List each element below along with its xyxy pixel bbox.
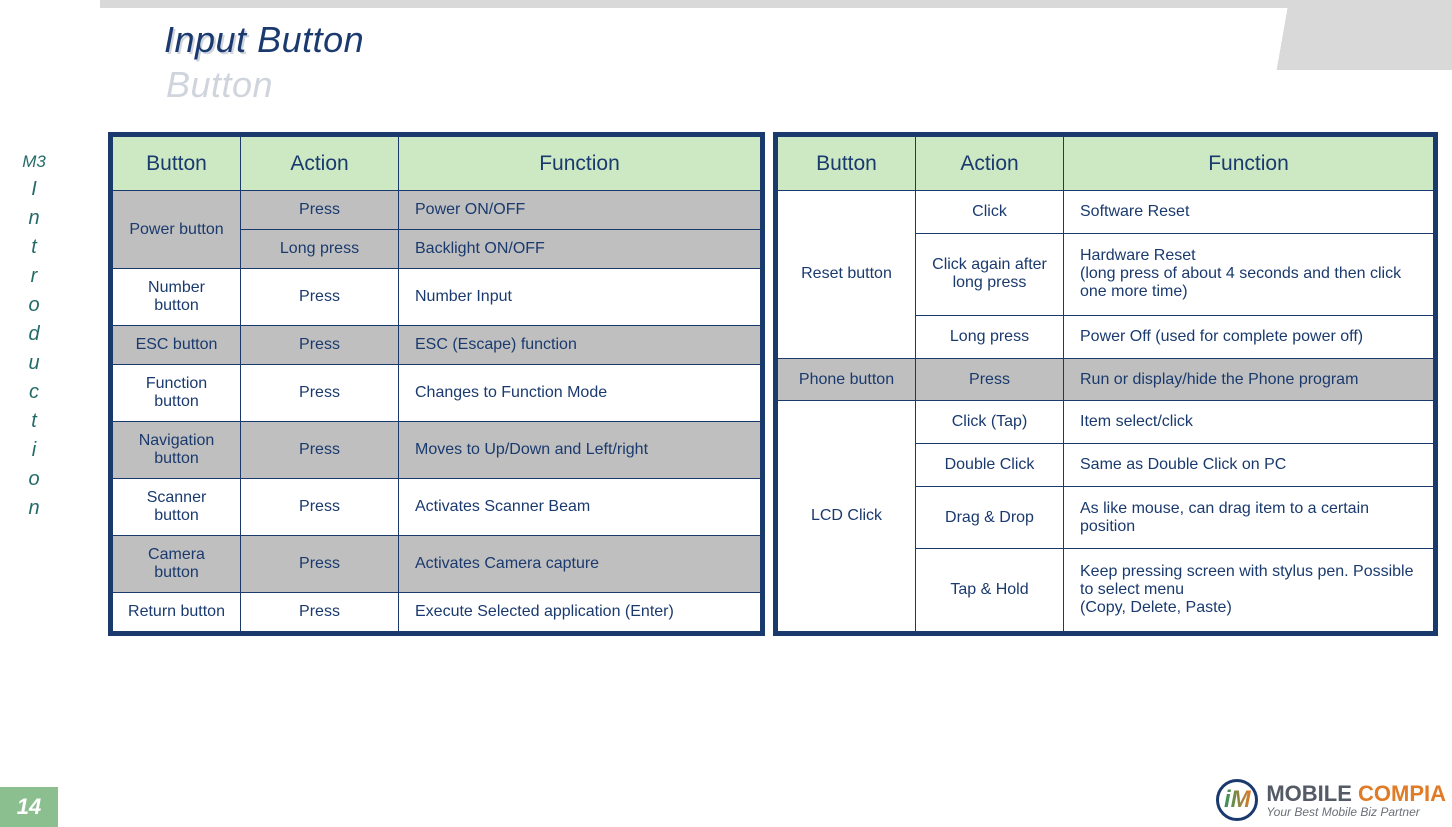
col-action: Action [916, 135, 1064, 191]
table-row: LCD ClickClick (Tap)Item select/click [776, 401, 1436, 444]
logo-line1: MOBILE COMPIA [1266, 781, 1446, 807]
side-tab-letter: u [14, 349, 54, 378]
title-text: Input Button [164, 19, 364, 60]
cell-function: Moves to Up/Down and Left/right [399, 422, 763, 479]
logo-text: MOBILE COMPIA Your Best Mobile Biz Partn… [1266, 781, 1446, 819]
cell-function: Software Reset [1064, 191, 1436, 234]
cell-action: Press [241, 326, 399, 365]
side-tab-letter: I [14, 175, 54, 204]
side-tab-letter: n [14, 494, 54, 523]
cell-button: Camera button [111, 536, 241, 593]
side-tab-letter: o [14, 465, 54, 494]
table-row: Power buttonPressPower ON/OFF [111, 191, 763, 230]
logo-mark-text: iM [1224, 786, 1251, 813]
cell-function: Activates Camera capture [399, 536, 763, 593]
cell-action: Press [241, 365, 399, 422]
page-title: Input Button Input Button [164, 18, 364, 61]
cell-function: Power Off (used for complete power off) [1064, 315, 1436, 358]
cell-function: Run or display/hide the Phone program [1064, 358, 1436, 401]
top-gray-curve [1172, 0, 1452, 70]
cell-function: Execute Selected application (Enter) [399, 593, 763, 634]
cell-button: Function button [111, 365, 241, 422]
side-tab-letter: o [14, 291, 54, 320]
cell-function: Activates Scanner Beam [399, 479, 763, 536]
table-row: Return buttonPressExecute Selected appli… [111, 593, 763, 634]
cell-action: Press [241, 269, 399, 326]
side-tab-letter: d [14, 320, 54, 349]
table-row: Reset buttonClickSoftware Reset [776, 191, 1436, 234]
cell-function: Number Input [399, 269, 763, 326]
cell-function: Item select/click [1064, 401, 1436, 444]
cell-action: Press [241, 191, 399, 230]
side-tab-letter: t [14, 233, 54, 262]
side-tab-letter: t [14, 407, 54, 436]
logo-line1a: MOBILE [1266, 781, 1358, 806]
cell-button: Power button [111, 191, 241, 269]
side-tab-letter: n [14, 204, 54, 233]
col-function: Function [1064, 135, 1436, 191]
cell-function: Power ON/OFF [399, 191, 763, 230]
table-row: Navigation buttonPressMoves to Up/Down a… [111, 422, 763, 479]
page-number: 14 [0, 787, 58, 827]
cell-action: Long press [241, 230, 399, 269]
side-tab-letter: i [14, 436, 54, 465]
cell-action: Click again after long press [916, 233, 1064, 315]
cell-action: Click [916, 191, 1064, 234]
cell-button: Phone button [776, 358, 916, 401]
cell-action: Long press [916, 315, 1064, 358]
cell-function: As like mouse, can drag item to a certai… [1064, 486, 1436, 549]
cell-button: Reset button [776, 191, 916, 359]
cell-function: Hardware Reset (long press of about 4 se… [1064, 233, 1436, 315]
col-button: Button [111, 135, 241, 191]
table-row: Camera buttonPressActivates Camera captu… [111, 536, 763, 593]
table-header-row: Button Action Function [111, 135, 763, 191]
cell-button: Number button [111, 269, 241, 326]
cell-function: Backlight ON/OFF [399, 230, 763, 269]
cell-action: Click (Tap) [916, 401, 1064, 444]
side-tab-letter: r [14, 262, 54, 291]
table-row: Scanner buttonPressActivates Scanner Bea… [111, 479, 763, 536]
cell-function: Same as Double Click on PC [1064, 444, 1436, 487]
table-row: Phone buttonPressRun or display/hide the… [776, 358, 1436, 401]
cell-function: Changes to Function Mode [399, 365, 763, 422]
tables-region: Button Action Function Power buttonPress… [108, 132, 1438, 636]
side-tab-heading: M3 [14, 150, 54, 175]
cell-action: Press [241, 422, 399, 479]
logo-mark: iM [1216, 779, 1258, 821]
brand-logo: iM MOBILE COMPIA Your Best Mobile Biz Pa… [1216, 779, 1446, 821]
cell-button: Scanner button [111, 479, 241, 536]
cell-action: Press [241, 536, 399, 593]
cell-function: ESC (Escape) function [399, 326, 763, 365]
cell-action: Double Click [916, 444, 1064, 487]
cell-action: Press [241, 479, 399, 536]
table-header-row: Button Action Function [776, 135, 1436, 191]
cell-button: Navigation button [111, 422, 241, 479]
side-tab: M3 Introduction [14, 150, 54, 523]
cell-button: ESC button [111, 326, 241, 365]
side-tab-letter: c [14, 378, 54, 407]
cell-action: Press [241, 593, 399, 634]
cell-button: Return button [111, 593, 241, 634]
table-row: Number buttonPressNumber Input [111, 269, 763, 326]
cell-button: LCD Click [776, 401, 916, 634]
cell-action: Press [916, 358, 1064, 401]
buttons-table-right: Button Action Function Reset buttonClick… [773, 132, 1438, 636]
col-button: Button [776, 135, 916, 191]
col-function: Function [399, 135, 763, 191]
cell-action: Tap & Hold [916, 549, 1064, 634]
table-row: Function buttonPressChanges to Function … [111, 365, 763, 422]
logo-line1b: COMPIA [1358, 781, 1446, 806]
buttons-table-left: Button Action Function Power buttonPress… [108, 132, 765, 636]
cell-function: Keep pressing screen with stylus pen. Po… [1064, 549, 1436, 634]
side-tab-word: Introduction [14, 175, 54, 523]
cell-action: Drag & Drop [916, 486, 1064, 549]
logo-tagline: Your Best Mobile Biz Partner [1266, 805, 1446, 819]
col-action: Action [241, 135, 399, 191]
table-row: ESC buttonPressESC (Escape) function [111, 326, 763, 365]
